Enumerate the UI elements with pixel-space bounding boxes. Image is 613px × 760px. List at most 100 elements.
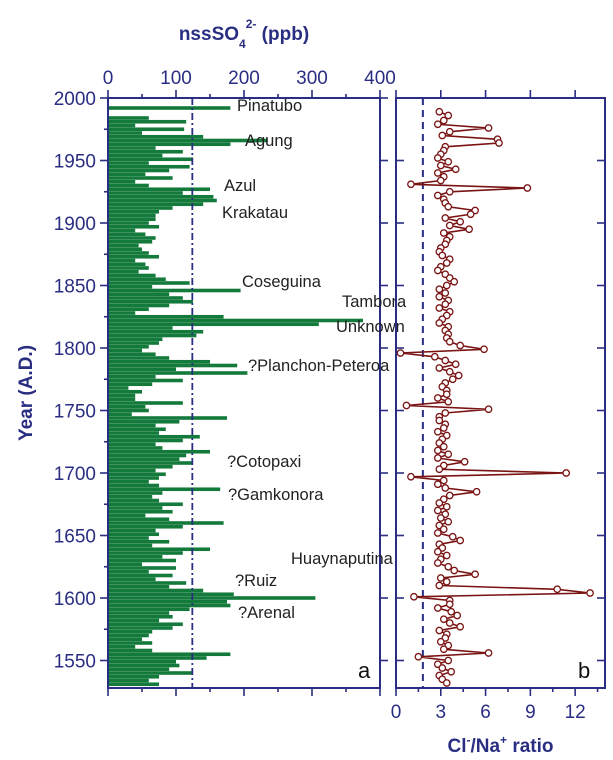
bar-1834 <box>108 304 169 308</box>
bar-1861 <box>108 270 139 274</box>
ratio-point-1595 <box>447 601 453 607</box>
bar-1927 <box>108 187 210 191</box>
ratio-point-1868 <box>444 260 450 266</box>
bar-1633 <box>108 555 162 559</box>
ratio-point-1841 <box>436 294 442 300</box>
y-tick-label: 1800 <box>54 339 96 360</box>
ratio-point-1844 <box>442 290 448 296</box>
ratio-point-1652 <box>435 530 441 536</box>
ratio-point-1670 <box>435 507 441 513</box>
ratio-point-1952 <box>435 155 441 161</box>
bar-1870 <box>108 259 135 263</box>
bar-1684 <box>108 491 162 495</box>
ratio-point-1715 <box>445 451 451 457</box>
bar-1939 <box>108 172 145 176</box>
bar-1603 <box>108 592 234 596</box>
bar-1669 <box>108 510 173 514</box>
ratio-point-1820 <box>436 320 442 326</box>
panel-b-x-tick-label: 12 <box>565 702 586 723</box>
ratio-point-1556 <box>485 650 491 656</box>
bar-1843 <box>108 292 169 296</box>
bar-1582 <box>108 619 159 623</box>
bar-1762 <box>108 394 135 398</box>
bar-1879 <box>108 247 142 251</box>
ratio-point-1694 <box>441 477 447 483</box>
bar-1561 <box>108 645 135 649</box>
bar-1534 <box>108 679 149 683</box>
panel-a-label: a <box>358 658 371 683</box>
panel-a-x-tick-label: 0 <box>103 68 114 89</box>
ratio-point-1622 <box>451 567 457 573</box>
bar-1690 <box>108 484 159 488</box>
ratio-point-1940 <box>435 170 441 176</box>
bar-1876 <box>108 251 149 255</box>
ratio-point-1835 <box>442 301 448 307</box>
ratio-point-1847 <box>436 286 442 292</box>
bar-1750 <box>108 409 149 413</box>
bar-1933 <box>108 180 135 184</box>
bar-1771 <box>108 382 152 386</box>
ratio-point-1541 <box>448 669 454 675</box>
ratio-point-1628 <box>435 560 441 566</box>
ratio-point-1946 <box>438 162 444 168</box>
bar-1609 <box>108 585 169 589</box>
bar-1735 <box>108 427 166 431</box>
ratio-point-1982 <box>441 117 447 123</box>
ratio-point-1799 <box>481 346 487 352</box>
bar-1960 <box>108 146 156 150</box>
bar-1699 <box>108 472 166 476</box>
bar-1717 <box>108 450 210 454</box>
ratio-point-1901 <box>457 219 463 225</box>
bar-1810 <box>108 334 196 338</box>
ratio-point-1691 <box>435 481 441 487</box>
ratio-point-1649 <box>450 534 456 540</box>
ratio-point-1718 <box>435 447 441 453</box>
bar-1681 <box>108 495 152 499</box>
ratio-point-1688 <box>442 485 448 491</box>
volcano-label: Pinatubo <box>237 97 302 115</box>
ratio-point-1949 <box>445 159 451 165</box>
bar-1570 <box>108 634 149 638</box>
bar-1627 <box>108 562 142 566</box>
volcano-label: Huaynaputina <box>291 550 394 568</box>
bar-1672 <box>108 506 162 510</box>
ratio-point-1796 <box>397 350 403 356</box>
bar-1702 <box>108 469 156 473</box>
ratio-point-1601 <box>411 594 417 600</box>
bar-1840 <box>108 296 183 300</box>
ratio-point-1904 <box>442 215 448 221</box>
ratio-point-1874 <box>439 252 445 258</box>
volcano-label: ?Planchon-Peteroa <box>248 357 390 375</box>
bar-1951 <box>108 157 193 161</box>
ratio-point-1862 <box>435 267 441 273</box>
bar-1930 <box>108 184 149 188</box>
y-tick-label: 1750 <box>54 402 96 423</box>
ratio-point-1793 <box>432 354 438 360</box>
bar-1789 <box>108 360 210 364</box>
bar-1573 <box>108 630 152 634</box>
y-tick-label: 1700 <box>54 464 96 485</box>
ratio-point-1850 <box>444 282 450 288</box>
bar-1621 <box>108 570 149 574</box>
ratio-point-1805 <box>447 339 453 345</box>
bar-1894 <box>108 229 135 233</box>
bar-1693 <box>108 480 149 484</box>
bar-1687 <box>108 487 220 491</box>
bar-1783 <box>108 367 176 371</box>
bar-1981 <box>108 120 186 124</box>
bar-1786 <box>108 364 237 368</box>
ratio-point-1781 <box>447 369 453 375</box>
bar-1918 <box>108 199 217 203</box>
bar-1636 <box>108 551 183 555</box>
bar-1792 <box>108 356 169 360</box>
bar-1600 <box>108 596 315 600</box>
ratio-point-1760 <box>435 395 441 401</box>
y-tick-label: 1900 <box>54 214 96 235</box>
ratio-point-1787 <box>453 361 459 367</box>
ratio-point-1790 <box>442 357 448 363</box>
ratio-point-1931 <box>408 181 414 187</box>
ratio-point-1751 <box>485 406 491 412</box>
bar-1546 <box>108 664 179 668</box>
ratio-point-1682 <box>447 492 453 498</box>
bar-1726 <box>108 439 183 443</box>
